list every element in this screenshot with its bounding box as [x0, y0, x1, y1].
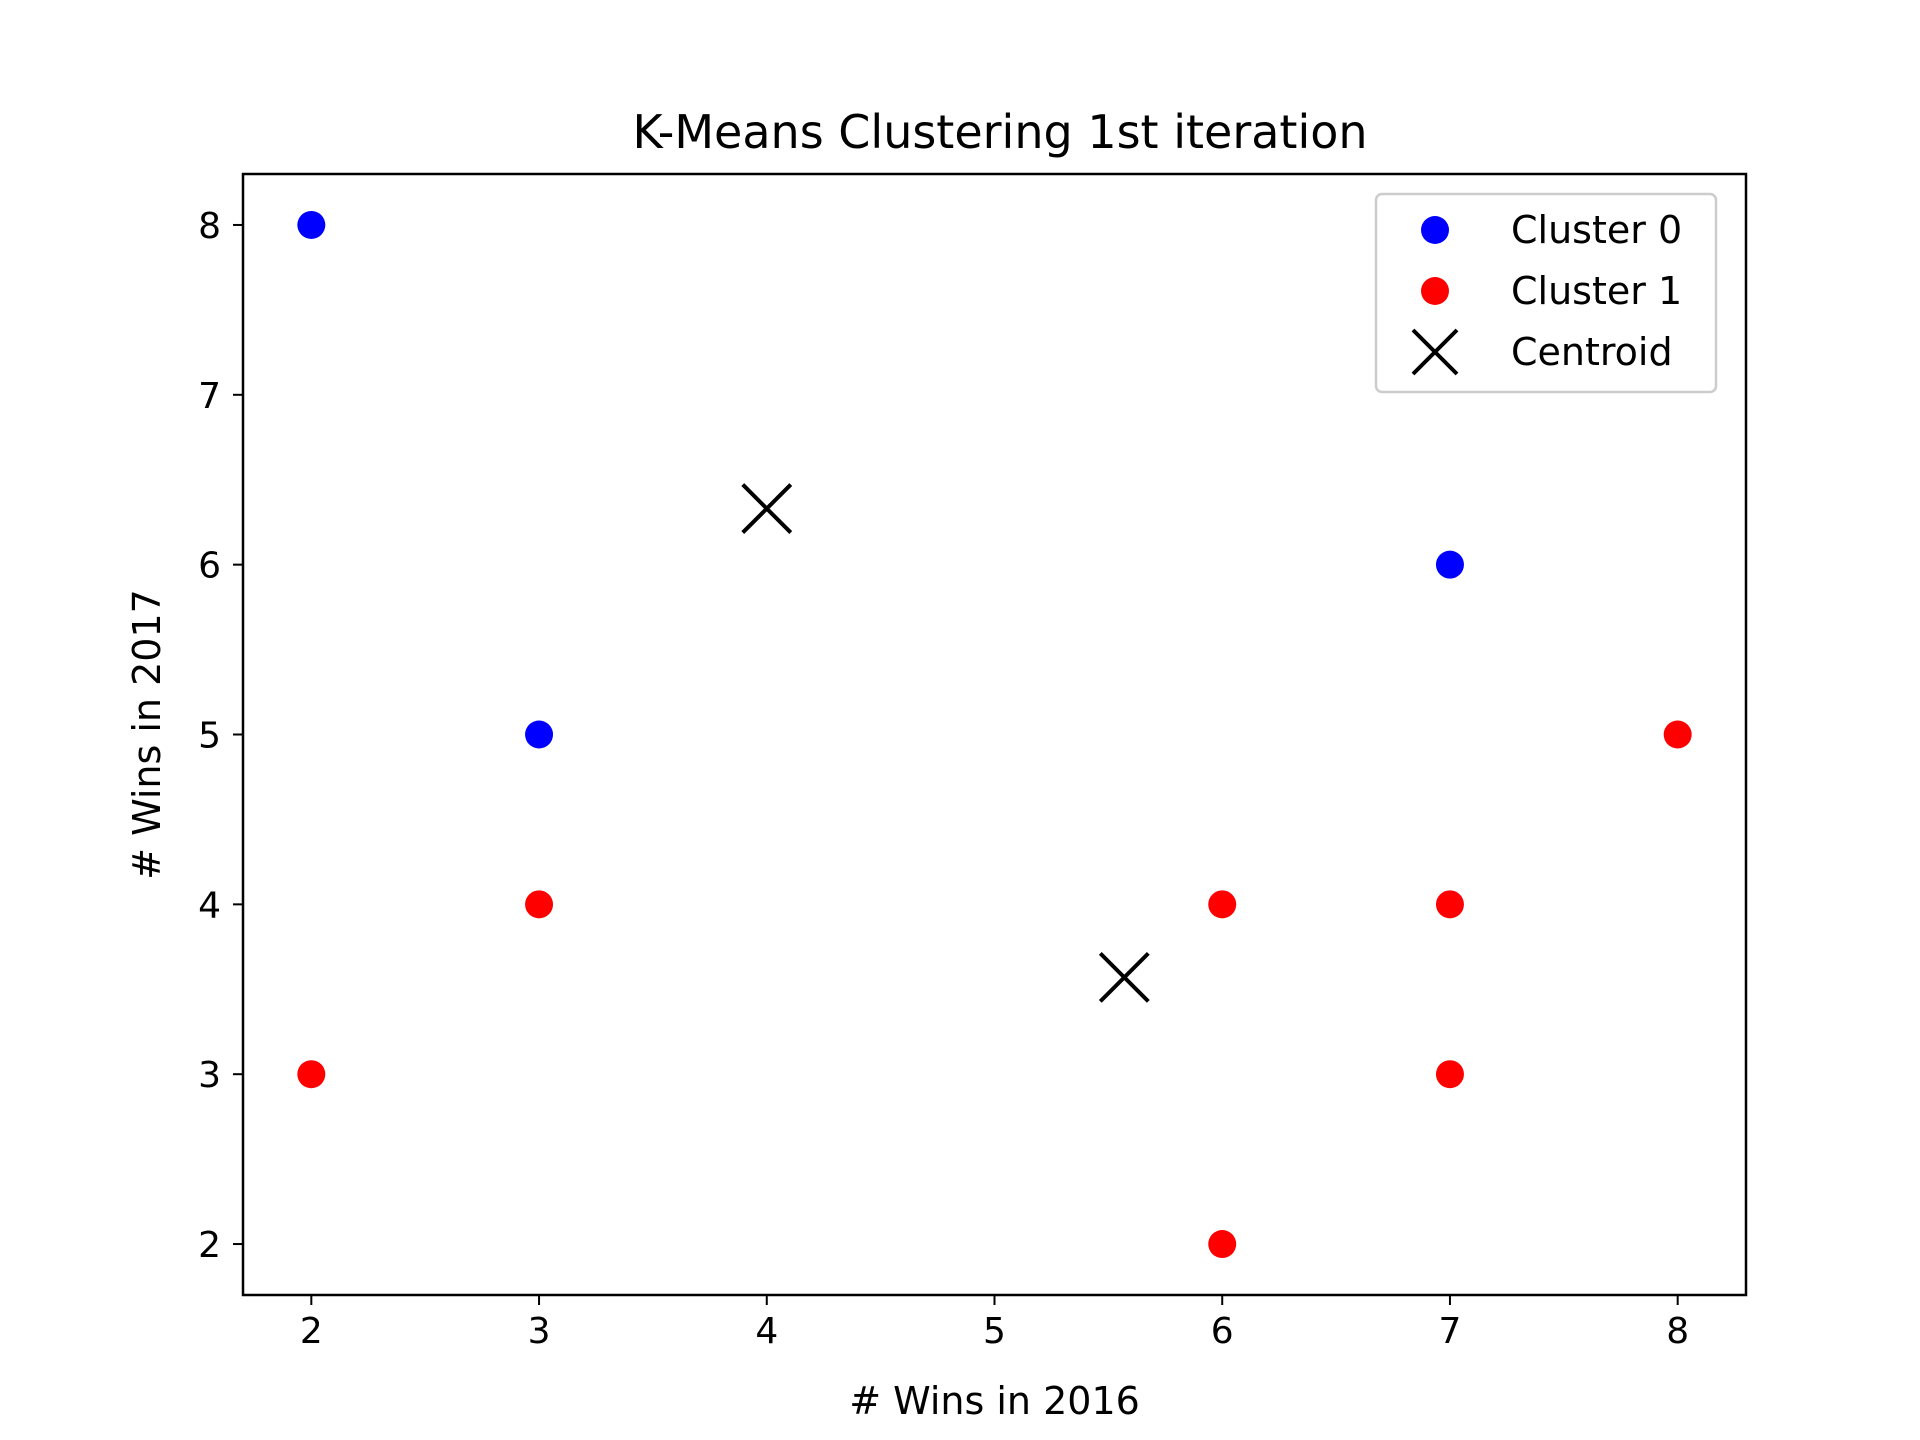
legend-cluster-1-marker: [1421, 277, 1449, 305]
cluster-1-point: [1663, 720, 1692, 749]
plot-area-frame: [241, 172, 1748, 1297]
y-tick-label: 2: [198, 1225, 221, 1266]
y-tick-label: 6: [198, 546, 221, 587]
y-tick-label: 5: [198, 716, 221, 757]
cluster-1-point: [1435, 1060, 1464, 1089]
cluster-0-point: [297, 210, 326, 239]
x-tick-label: 7: [1439, 1311, 1462, 1352]
chart-title: K-Means Clustering 1st iteration: [632, 105, 1367, 159]
x-tick-label: 2: [300, 1311, 323, 1352]
cluster-0-point: [1435, 550, 1464, 579]
legend: Cluster 0 Cluster 1 Centroid: [1374, 192, 1718, 394]
cluster-1-point: [1208, 890, 1237, 919]
y-tick-label: 4: [198, 885, 221, 926]
data-points: [297, 210, 1692, 1259]
x-tick-label: 6: [1211, 1311, 1234, 1352]
x-tick-label: 8: [1666, 1311, 1689, 1352]
x-tick-label: 4: [755, 1311, 778, 1352]
centroid-marker: [741, 483, 793, 535]
y-tick-label: 7: [198, 376, 221, 417]
x-tick-label: 5: [983, 1311, 1006, 1352]
legend-centroid-label: Centroid: [1511, 330, 1673, 374]
x-tick-label: 3: [528, 1311, 551, 1352]
centroid-marker: [1098, 951, 1150, 1003]
y-tick-label: 3: [198, 1055, 221, 1096]
cluster-1-point: [1208, 1230, 1237, 1259]
cluster-1-point: [525, 890, 554, 919]
x-axis-label: # Wins in 2016: [849, 1379, 1140, 1423]
cluster-0-point: [525, 720, 554, 749]
cluster-1-point: [1435, 890, 1464, 919]
cluster-1-point: [297, 1060, 326, 1089]
legend-cluster-0-marker: [1421, 216, 1449, 244]
legend-cluster-0-label: Cluster 0: [1511, 208, 1682, 252]
y-axis-label: # Wins in 2017: [125, 589, 169, 880]
y-tick-label: 8: [198, 206, 221, 247]
legend-cluster-1-label: Cluster 1: [1511, 269, 1682, 313]
axis-ticks: 2 3 4 5 6 7 8 2 3 4 5 6 7 8: [198, 206, 1689, 1352]
legend-centroid-marker: [1411, 328, 1459, 376]
legend-frame: [1374, 192, 1718, 394]
